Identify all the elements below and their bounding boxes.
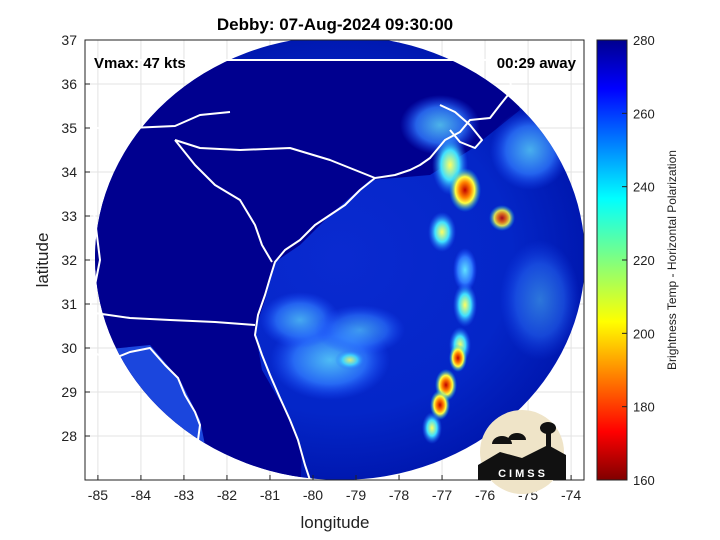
- x-tick-label: -74: [561, 487, 581, 503]
- al-ga-border: [87, 169, 101, 313]
- vmax-label: Vmax: 47 kts: [94, 55, 186, 72]
- x-tick-label: -76: [475, 487, 495, 503]
- y-tick-label: 28: [61, 428, 77, 444]
- y-tick-label: 36: [61, 76, 77, 92]
- x-tick-label: -81: [260, 487, 280, 503]
- x-tick-label: -84: [131, 487, 151, 503]
- x-tick-label: -80: [303, 487, 323, 503]
- colorbar-tick-label: 280: [633, 33, 655, 48]
- y-axis: 28 29 30 31 32 33 34 35 36 37: [61, 32, 90, 444]
- y-tick-label: 30: [61, 340, 77, 356]
- y-axis-label: latitude: [33, 233, 52, 288]
- time-away-label: 00:29 away: [497, 55, 577, 72]
- x-tick-label: -85: [88, 487, 108, 503]
- x-tick-label: -82: [217, 487, 237, 503]
- x-tick-label: -79: [346, 487, 366, 503]
- nc-sc-border: [174, 139, 376, 179]
- colorbar-tick-label: 160: [633, 473, 655, 488]
- x-tick-label: -77: [432, 487, 452, 503]
- logo-text: CIMSS: [498, 468, 548, 480]
- coastlines: [85, 40, 513, 480]
- tn-nc-border: [85, 111, 231, 129]
- cimss-logo: CIMSS: [478, 410, 566, 494]
- colorbar-tick-label: 260: [633, 106, 655, 121]
- y-tick-label: 37: [61, 32, 77, 48]
- colorbar: 160 180 200 220 240 260 280 Brightness Temp - …: [596, 33, 679, 488]
- map-title: Debby: 07-Aug-2024 09:30:00: [217, 15, 453, 34]
- y-tick-label: 34: [61, 164, 77, 180]
- x-tick-label: -83: [174, 487, 194, 503]
- ocean-warm-area: [315, 305, 405, 355]
- outer-banks: [439, 104, 483, 149]
- colorbar-tick-label: 220: [633, 253, 655, 268]
- y-tick-label: 31: [61, 296, 77, 312]
- ocean-warm-area: [400, 95, 480, 155]
- x-tick-label: -78: [389, 487, 409, 503]
- ocean-warm-area: [500, 240, 580, 360]
- y-tick-label: 35: [61, 120, 77, 136]
- colorbar-tick-label: 240: [633, 180, 655, 195]
- ga-fl-border: [87, 311, 256, 326]
- x-axis-label: longitude: [300, 513, 369, 532]
- colorbar-tick-label: 180: [633, 400, 655, 415]
- rainband: [335, 135, 515, 444]
- y-tick-label: 33: [61, 208, 77, 224]
- colorbar-label: Brightness Temp - Horizontal Polarizatio…: [665, 150, 679, 370]
- colorbar-tick-label: 200: [633, 326, 655, 341]
- y-tick-label: 32: [61, 252, 77, 268]
- x-axis: -85 -84 -83 -82 -81 -80 -79 -78 -77 -76 -75 -74: [88, 475, 581, 503]
- sc-ga-border: [174, 139, 273, 263]
- gulf-coastline: [87, 347, 206, 451]
- y-tick-label: 29: [61, 384, 77, 400]
- atlantic-coastline: [254, 40, 513, 480]
